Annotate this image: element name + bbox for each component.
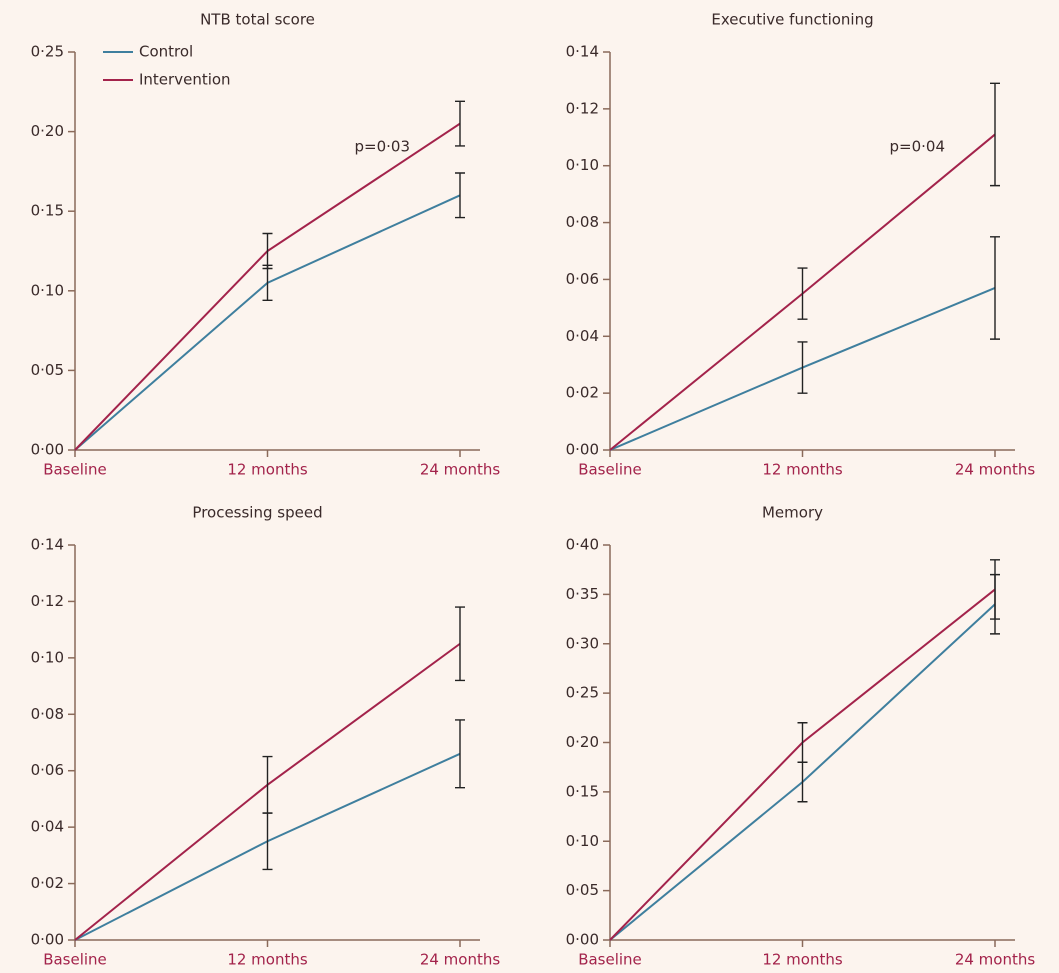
y-tick-label: 0·25 <box>31 43 64 61</box>
y-tick-label: 0·05 <box>566 881 599 899</box>
y-tick-label: 0·30 <box>566 634 599 652</box>
y-tick-label: 0·10 <box>31 281 64 299</box>
error-bar <box>263 233 273 268</box>
y-tick-label: 0·04 <box>566 327 599 345</box>
y-tick-label: 0·05 <box>31 361 64 379</box>
y-tick-label: 0·06 <box>566 270 599 288</box>
x-tick-label: 24 months <box>420 461 501 479</box>
error-bar <box>798 723 808 763</box>
error-bar <box>990 83 1000 185</box>
error-bar <box>798 342 808 393</box>
panel-title: Processing speed <box>192 504 322 522</box>
y-tick-label: 0·10 <box>31 648 64 666</box>
y-tick-label: 0·00 <box>31 931 64 949</box>
y-tick-label: 0·00 <box>31 441 64 459</box>
y-tick-label: 0·14 <box>566 43 599 61</box>
y-tick-label: 0·14 <box>31 536 64 554</box>
y-tick-label: 0·40 <box>566 536 599 554</box>
y-tick-label: 0·20 <box>566 733 599 751</box>
y-tick-label: 0·12 <box>566 99 599 117</box>
x-tick-label: 12 months <box>227 461 308 479</box>
panel-title: NTB total score <box>200 11 315 29</box>
panel-title: Executive functioning <box>711 11 873 29</box>
y-tick-label: 0·15 <box>31 202 64 220</box>
x-tick-label: 12 months <box>227 951 308 969</box>
y-tick-label: 0·10 <box>566 156 599 174</box>
y-tick-label: 0·02 <box>31 874 64 892</box>
legend-label: Intervention <box>139 71 231 89</box>
y-tick-label: 0·20 <box>31 122 64 140</box>
x-tick-label: Baseline <box>578 951 642 969</box>
x-tick-label: Baseline <box>43 461 107 479</box>
figure: NTB total score 0·00 0·05 0·10 0·15 0·20 0·25 B… <box>0 0 1059 973</box>
x-tick-label: 24 months <box>420 951 501 969</box>
y-tick-label: 0·25 <box>566 684 599 702</box>
error-bar <box>455 720 465 788</box>
x-tick-label: 12 months <box>762 951 843 969</box>
x-tick-label: Baseline <box>578 461 642 479</box>
error-bar <box>263 265 273 300</box>
error-bar <box>798 268 808 319</box>
error-bar <box>990 237 1000 339</box>
panel-title: Memory <box>762 504 823 522</box>
x-tick-label: Baseline <box>43 951 107 969</box>
y-tick-label: 0·35 <box>566 585 599 603</box>
x-tick-label: 12 months <box>762 461 843 479</box>
error-bar <box>455 101 465 146</box>
y-tick-label: 0·08 <box>566 213 599 231</box>
y-tick-label: 0·15 <box>566 782 599 800</box>
y-tick-label: 0·06 <box>31 761 64 779</box>
y-tick-label: 0·04 <box>31 818 64 836</box>
y-tick-label: 0·10 <box>566 832 599 850</box>
y-tick-label: 0·00 <box>566 931 599 949</box>
p-value: p=0·04 <box>890 138 946 156</box>
y-tick-label: 0·08 <box>31 705 64 723</box>
error-bar <box>990 560 1000 619</box>
error-bar <box>263 757 273 813</box>
error-bar <box>798 762 808 802</box>
y-tick-label: 0·00 <box>566 441 599 459</box>
legend-label: Control <box>139 43 193 61</box>
y-tick-label: 0·12 <box>31 592 64 610</box>
error-bar <box>263 813 273 869</box>
p-value: p=0·03 <box>355 138 411 156</box>
error-bar <box>455 173 465 218</box>
error-bar <box>455 607 465 680</box>
x-tick-label: 24 months <box>955 461 1036 479</box>
y-tick-label: 0·02 <box>566 384 599 402</box>
x-tick-label: 24 months <box>955 951 1036 969</box>
